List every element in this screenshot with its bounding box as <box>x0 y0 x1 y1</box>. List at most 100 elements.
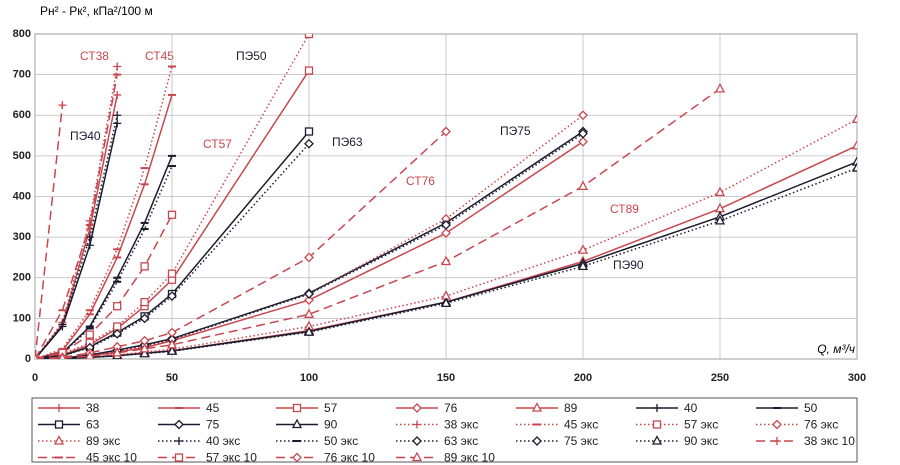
series-line <box>35 214 173 359</box>
legend-label: 75 <box>206 418 220 432</box>
series-line <box>35 66 118 359</box>
legend-marker <box>175 437 183 445</box>
annotation: ПЭ63 <box>332 135 363 149</box>
marker <box>304 289 314 299</box>
legend-label: 89 экс <box>86 434 120 448</box>
marker <box>139 342 150 353</box>
marker <box>85 330 94 339</box>
marker <box>303 308 315 318</box>
legend-label: 50 <box>804 401 818 415</box>
marker <box>851 139 857 150</box>
marker <box>167 291 177 301</box>
series-line <box>35 66 173 359</box>
legend-marker <box>653 404 661 412</box>
marker <box>58 320 67 329</box>
legend-marker <box>292 452 302 463</box>
y-tick-label: 600 <box>13 109 31 121</box>
legend-label: 76 экс 10 <box>324 451 375 465</box>
x-tick-label: 100 <box>300 372 318 384</box>
y-tick-label: 300 <box>13 231 31 243</box>
marker <box>58 101 67 110</box>
marker <box>441 220 451 230</box>
x-tick-label: 0 <box>32 372 38 384</box>
marker <box>714 186 726 197</box>
annotation: СТ38 <box>80 49 109 63</box>
x-tick-label: 50 <box>166 372 178 384</box>
marker <box>303 326 315 336</box>
legend <box>31 397 858 463</box>
marker <box>440 255 452 266</box>
marker <box>578 110 588 121</box>
legend-marker <box>652 420 662 429</box>
x-axis-label: Q, м³/ч <box>817 342 855 356</box>
legend-label: 90 <box>324 418 338 432</box>
marker <box>113 302 122 311</box>
marker <box>441 126 451 137</box>
series-line <box>35 105 64 359</box>
marker <box>578 128 588 139</box>
legend-label: 63 экс <box>444 434 478 448</box>
legend-label: 57 экс <box>684 418 718 432</box>
marker <box>113 111 122 120</box>
marker <box>166 338 178 349</box>
legend-marker <box>55 404 63 412</box>
legend-marker <box>531 402 543 412</box>
marker <box>139 313 150 324</box>
legend-marker <box>291 418 303 429</box>
series-line <box>35 74 118 359</box>
marker <box>440 297 452 307</box>
marker <box>304 127 314 136</box>
marker <box>112 328 123 339</box>
legend-marker <box>772 419 782 430</box>
marker <box>304 34 314 39</box>
legend-marker <box>773 437 781 445</box>
legend-label: 75 экс <box>564 434 598 448</box>
legend-label: 57 <box>324 401 338 415</box>
legend-label: 90 экс <box>684 434 718 448</box>
marker <box>578 136 588 147</box>
marker <box>304 252 314 263</box>
marker <box>851 156 857 166</box>
legend-label: 45 экс 10 <box>86 451 137 465</box>
legend-marker <box>411 451 423 462</box>
marker <box>35 353 39 359</box>
series-line <box>35 165 173 359</box>
marker <box>140 297 149 307</box>
x-tick-label: 150 <box>437 372 455 384</box>
legend-marker <box>174 453 184 462</box>
legend-label: 76 <box>444 401 458 415</box>
marker <box>113 90 122 99</box>
legend-label: 76 экс <box>804 418 838 432</box>
y-tick-label: 400 <box>13 190 31 202</box>
marker <box>714 82 726 93</box>
legend-marker <box>412 403 422 413</box>
annotation: ПЭ50 <box>236 49 267 63</box>
marker <box>85 350 95 359</box>
annotation: СТ89 <box>610 202 639 216</box>
marker <box>167 269 177 278</box>
marker <box>140 262 149 271</box>
marker <box>714 214 726 225</box>
marker <box>113 119 122 128</box>
marker <box>113 62 122 71</box>
y-tick-label: 0 <box>25 353 31 365</box>
marker <box>167 327 177 338</box>
legend-label: 57 экс 10 <box>206 451 257 465</box>
marker <box>577 180 589 190</box>
y-axis-label: Pн² - Pк², кПа²/100 м <box>40 4 153 18</box>
annotation: ПЭ40 <box>70 129 101 143</box>
annotation: ПЭ90 <box>613 258 644 272</box>
marker <box>441 228 451 238</box>
marker <box>85 233 94 242</box>
legend-label: 45 экс <box>564 418 598 432</box>
marker <box>166 345 178 355</box>
annotation: СТ45 <box>145 49 174 63</box>
marker <box>85 241 94 250</box>
annotation: ПЭ75 <box>500 124 531 138</box>
y-tick-label: 500 <box>13 150 31 162</box>
annotation: СТ57 <box>203 137 232 151</box>
legend-label: 38 экс 10 <box>804 434 855 448</box>
legend-marker <box>413 420 421 429</box>
x-tick-label: 200 <box>574 372 592 384</box>
legend-label: 63 <box>86 418 100 432</box>
